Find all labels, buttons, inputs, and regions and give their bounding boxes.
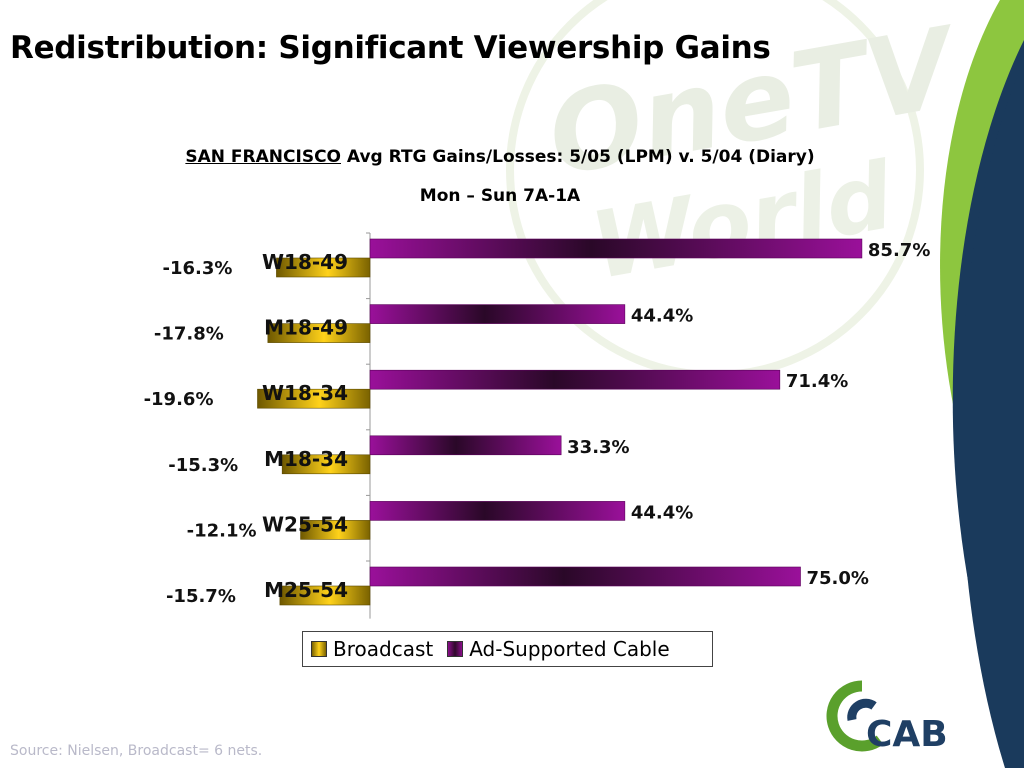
legend-item-cable: Ad-Supported Cable	[447, 637, 670, 661]
category-label: M18-49	[264, 316, 348, 340]
slide-title: Redistribution: Significant Viewership G…	[10, 30, 771, 66]
data-label-cable: 33.3%	[567, 437, 629, 458]
legend-item-broadcast: Broadcast	[311, 637, 433, 661]
legend-label-cable: Ad-Supported Cable	[469, 637, 670, 661]
navy-swoosh-edge	[960, 60, 1024, 768]
data-label-broadcast: -15.7%	[166, 586, 236, 607]
data-label-broadcast: -15.3%	[168, 455, 238, 476]
chart-title-city: SAN FRANCISCO	[185, 147, 341, 167]
category-label: W25-54	[262, 512, 348, 536]
legend-label-broadcast: Broadcast	[333, 637, 434, 661]
data-label-cable: 85.7%	[868, 240, 930, 261]
category-label: M18-34	[264, 447, 348, 471]
category-label: W18-49	[262, 250, 348, 274]
data-label-broadcast: -19.6%	[144, 389, 214, 410]
bar-broadcast	[276, 257, 371, 278]
chart-title: SAN FRANCISCO Avg RTG Gains/Losses: 5/05…	[0, 147, 1000, 167]
data-label-cable: 71.4%	[786, 371, 848, 392]
cab-logo: CAB	[826, 680, 948, 752]
cab-logo-text: CAB	[866, 714, 948, 752]
bar-cable	[369, 435, 562, 456]
category-label: M25-54	[264, 578, 348, 602]
source-note: Source: Nielsen, Broadcast= 6 nets.	[10, 743, 263, 759]
bar-broadcast	[300, 520, 371, 540]
data-label-broadcast: -17.8%	[154, 324, 224, 345]
data-label-cable: 75.0%	[807, 568, 869, 589]
bar-cable	[369, 369, 781, 390]
bar-cable	[369, 501, 626, 521]
bar-broadcast	[267, 323, 371, 343]
bar-broadcast	[279, 585, 371, 606]
bar-broadcast	[257, 388, 371, 409]
cab-logo-ring-inner	[847, 698, 877, 721]
data-label-broadcast: -16.3%	[163, 258, 233, 279]
chart-subtitle: Mon – Sun 7A-1A	[419, 186, 581, 206]
bar-cable	[369, 304, 626, 324]
legend-swatch-cable	[447, 641, 464, 657]
cab-logo-ring	[826, 680, 884, 752]
category-label: W18-34	[262, 381, 348, 405]
data-label-cable: 44.4%	[631, 306, 693, 327]
bar-cable	[369, 566, 801, 587]
legend-swatch-broadcast	[311, 641, 327, 657]
chart-legend: Broadcast Ad-Supported Cable	[302, 631, 713, 667]
bar-broadcast	[281, 454, 371, 475]
bar-cable	[369, 238, 863, 259]
data-label-cable: 44.4%	[631, 502, 693, 523]
chart-title-rest: Avg RTG Gains/Losses: 5/05 (LPM) v. 5/04…	[341, 147, 815, 167]
data-label-broadcast: -12.1%	[187, 520, 257, 541]
